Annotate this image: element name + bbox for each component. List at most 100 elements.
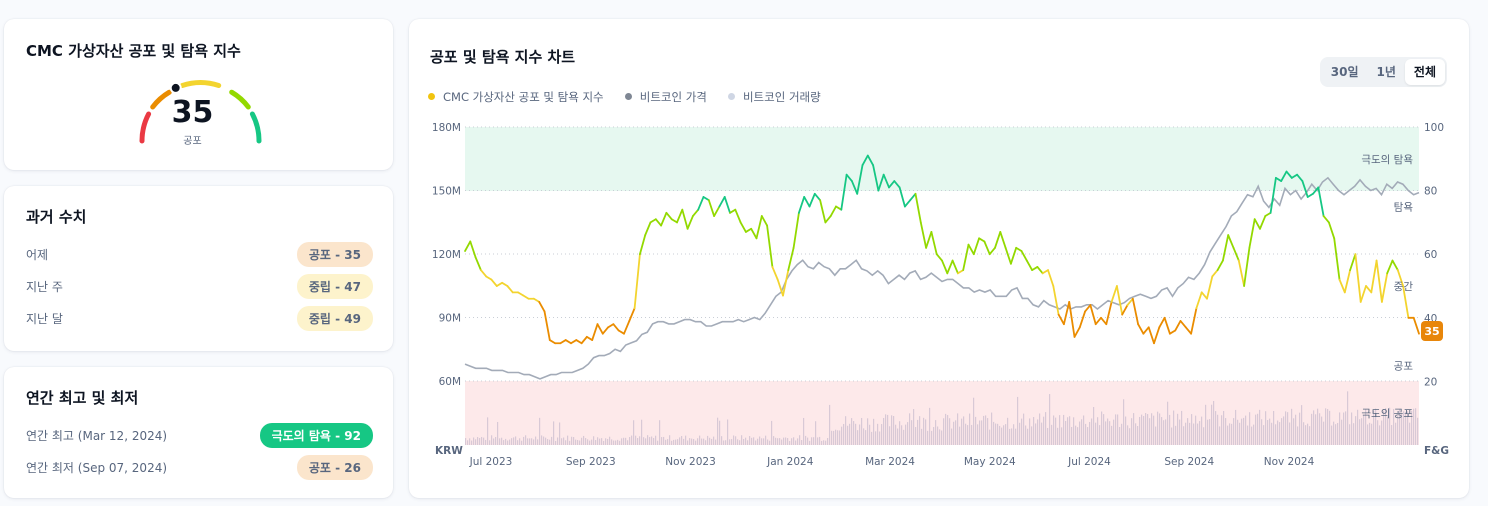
volume-bar [1131,418,1133,445]
volume-bar [1379,425,1381,445]
fear-greed-segment [1100,316,1108,326]
fear-greed-segment [1264,211,1272,217]
volume-bar [845,416,847,445]
volume-bar [1147,414,1149,445]
volume-bar [883,417,885,445]
volume-bar [545,437,547,445]
volume-bar [869,424,871,445]
fear-greed-segment [819,199,827,224]
volume-bar [1195,415,1197,445]
fear-greed-segment [1020,250,1028,262]
volume-bar [969,413,971,445]
volume-bar [1009,428,1011,445]
fear-greed-segment [1031,266,1039,272]
volume-bar [1225,418,1227,445]
volume-bar [599,438,601,445]
fear-greed-segment [1010,246,1018,265]
volume-bar [1237,419,1239,445]
fear-greed-segment [1052,285,1060,316]
volume-bar [555,440,557,445]
right-axis-tick: 80 [1424,186,1437,198]
volume-bar [1277,420,1279,445]
fear-greed-segment [1317,186,1325,217]
legend-btc-volume[interactable]: 비트코인 거래량 [727,89,821,105]
fear-greed-segment [585,335,594,341]
volume-bar [583,435,585,445]
volume-bar [735,436,737,445]
volume-bar [933,427,935,445]
fear-greed-segment [914,192,922,224]
fear-greed-segment [1116,285,1124,316]
volume-bar [1349,424,1351,445]
fear-greed-segment [1248,218,1256,249]
btc-price-line [464,176,1420,380]
volume-bar [1233,418,1235,445]
volume-bar [1089,421,1091,445]
history-title: 과거 수치 [26,208,87,226]
volume-bar [1123,399,1125,445]
fear-greed-segment [1328,221,1336,240]
fear-greed-segment [591,323,599,341]
volume-bar [909,413,911,445]
volume-bar [1209,419,1211,445]
fear-greed-segment [1206,275,1214,300]
volume-bar [1383,410,1385,445]
range-1y-button[interactable]: 1년 [1376,65,1396,79]
volume-bar [469,438,471,445]
volume-bar [877,423,879,445]
volume-bar [1253,424,1255,445]
volume-bar [1323,421,1325,445]
volume-bar [747,440,749,445]
volume-bar [1381,420,1383,445]
volume-bar [1359,419,1361,445]
volume-bar [1071,426,1073,445]
volume-bar [833,430,835,445]
volume-bar [729,439,731,445]
volume-bar [849,423,851,445]
volume-bar [515,436,517,445]
volume-bar [1151,413,1153,445]
volume-bar [1231,423,1233,445]
volume-bar [835,429,837,445]
volume-bar [709,437,711,445]
fear-greed-segment [718,196,726,208]
volume-bar [777,438,779,445]
volume-bar [1207,419,1209,445]
fear-greed-segment [824,215,832,224]
volume-bar [1133,413,1135,445]
legend-btc-price[interactable]: 비트코인 가격 [624,89,707,105]
fear-greed-segment [856,164,864,195]
range-all-button[interactable]: 전체 [1404,59,1445,85]
volume-bar [1027,428,1029,445]
history-row-label: 어제 [26,247,49,262]
volume-bar [1011,428,1013,445]
volume-bar [1395,422,1397,445]
x-axis-tick: Nov 2024 [1264,456,1315,468]
volume-bar [579,440,581,445]
volume-bar [1235,409,1237,445]
volume-bar [1367,424,1369,445]
volume-bar [1059,415,1061,445]
right-axis-tick: 20 [1424,376,1437,388]
volume-bar [767,439,769,445]
volume-bar [509,439,511,445]
fear-greed-segment [1015,246,1023,252]
fear-greed-segment [538,300,546,313]
range-30d-button[interactable]: 30일 [1330,65,1359,79]
fear-greed-segment [1312,186,1320,195]
volume-bar [1159,413,1161,445]
volume-bar [685,435,687,445]
fear-greed-segment [755,215,763,240]
volume-bar [1109,421,1111,445]
volume-bar [783,437,785,445]
fear-greed-segment [570,339,578,345]
volume-bar [1375,408,1377,445]
fear-greed-segment [1163,316,1171,335]
legend-fear-greed[interactable]: CMC 가상자산 공포 및 탐욕 지수 [428,89,604,105]
volume-bar [1047,427,1049,445]
volume-bar [1033,417,1035,445]
fear-greed-segment [760,215,769,227]
gauge-card: CMC 가상자산 공포 및 탐욕 지수 35 공포 [4,19,393,170]
fear-greed-segment [994,231,1002,249]
